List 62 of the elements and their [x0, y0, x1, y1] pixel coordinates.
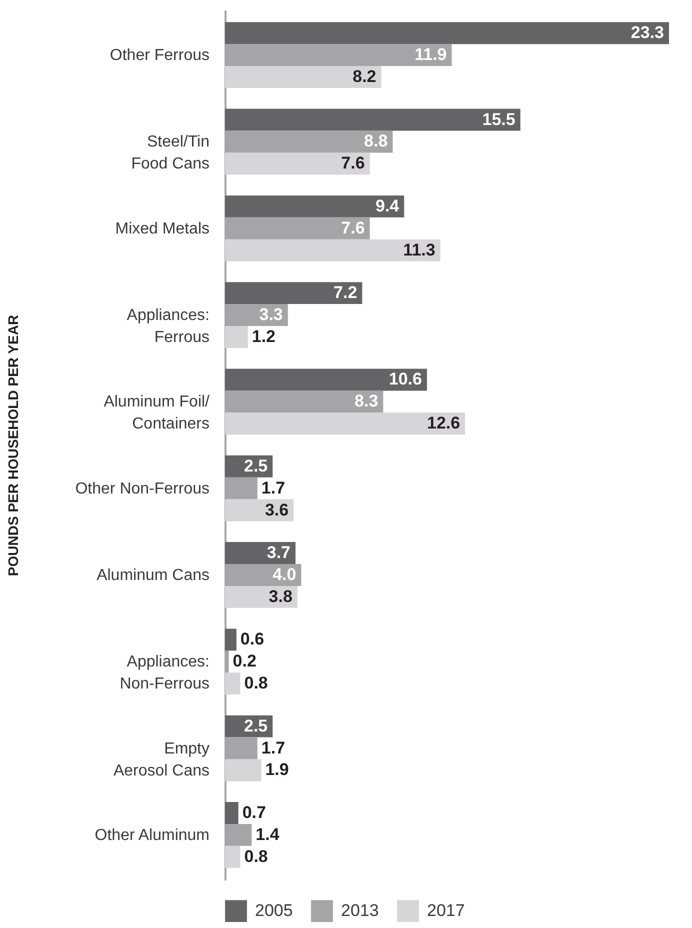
- y-tick-label: Other Aluminum: [94, 826, 210, 844]
- bar: [225, 412, 466, 435]
- data-label: 4.0: [272, 564, 296, 584]
- y-tick-label: Appliances: Ferrous: [126, 307, 210, 346]
- data-label: 0.7: [242, 802, 266, 822]
- data-label: 3.8: [268, 586, 292, 606]
- y-tick-label: Aluminum Foil/ Containers: [104, 394, 210, 433]
- bar: [225, 326, 248, 348]
- data-label: 0.6: [240, 630, 264, 649]
- bar: [225, 22, 669, 44]
- bar: [225, 66, 382, 88]
- bar: [225, 586, 298, 608]
- data-label: 1.2: [252, 326, 276, 346]
- y-tick-label: Other Ferrous: [110, 47, 210, 64]
- y-axis-title: POUNDS PER HOUSEHOLD PER YEAR: [5, 314, 22, 576]
- data-label: 3.6: [264, 500, 289, 520]
- data-label: 2.5: [244, 456, 268, 476]
- data-label: 7.6: [341, 154, 365, 173]
- data-label: 1.7: [261, 478, 286, 498]
- data-label: 15.5: [482, 110, 516, 129]
- bar: [225, 759, 262, 782]
- bar: [225, 802, 238, 824]
- data-label: 7.6: [341, 218, 365, 238]
- y-tick-label: Steel/Tin Food Cans: [131, 134, 210, 173]
- data-label: 1.4: [256, 824, 280, 844]
- data-label: 10.6: [388, 370, 422, 389]
- bar: [225, 152, 370, 175]
- data-label: 3.7: [266, 543, 291, 562]
- data-label: 8.8: [364, 132, 388, 151]
- data-label: 11.3: [403, 240, 436, 260]
- bar: [225, 672, 240, 695]
- bar: [225, 542, 296, 564]
- bar: [225, 195, 404, 218]
- data-label: 1.7: [261, 738, 286, 758]
- y-tick-label: Aluminum Cans: [96, 566, 210, 584]
- legend-label: 2013: [341, 901, 379, 920]
- data-label: 8.3: [354, 392, 378, 411]
- bar: [225, 499, 294, 522]
- data-label: 0.8: [244, 674, 268, 693]
- bar: [225, 846, 240, 868]
- data-label: 0.2: [232, 652, 256, 671]
- bar: [225, 239, 440, 262]
- legend-label: 2017: [427, 901, 465, 920]
- data-label: 11.9: [414, 45, 447, 64]
- data-label: 23.3: [630, 23, 664, 42]
- bar: [225, 282, 362, 304]
- bar: [225, 108, 520, 131]
- data-label: 0.8: [244, 846, 268, 866]
- data-label: 1.9: [265, 760, 289, 780]
- bar: [225, 368, 427, 391]
- data-label: 12.6: [427, 414, 460, 433]
- y-tick-label: Other Non-Ferrous: [75, 480, 210, 498]
- data-label: 7.2: [334, 283, 358, 302]
- bar: [225, 628, 236, 651]
- legend-label: 2005: [255, 901, 293, 920]
- data-label: 2.5: [244, 716, 268, 736]
- y-tick-label: Empty Aerosol Cans: [113, 740, 210, 780]
- y-tick-label: Mixed Metals: [115, 220, 210, 238]
- data-label: 9.4: [375, 196, 400, 216]
- data-label: 3.3: [259, 305, 283, 324]
- y-tick-label: Appliances: Non-Ferrous: [120, 654, 210, 693]
- data-label: 8.2: [352, 67, 376, 86]
